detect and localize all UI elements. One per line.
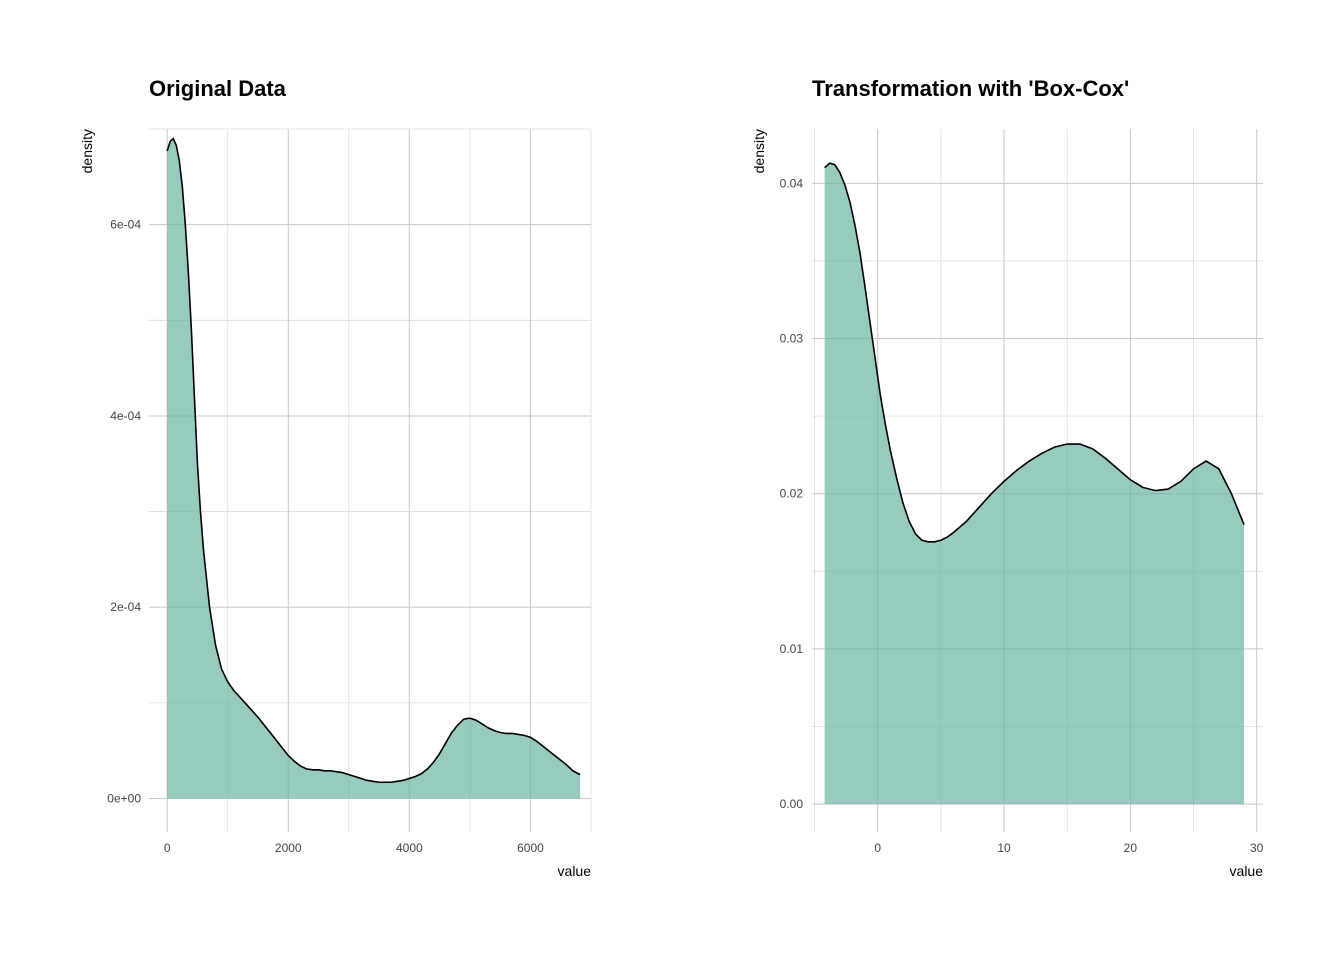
- y-tick-label: 0.03: [780, 332, 804, 346]
- chart-title: Transformation with 'Box-Cox': [812, 76, 1129, 101]
- x-axis-label: value: [558, 863, 592, 879]
- density-curve: [824, 162, 1245, 543]
- x-tick-label: 30: [1250, 841, 1264, 855]
- x-tick-label: 20: [1124, 841, 1138, 855]
- x-axis-label: value: [1230, 863, 1264, 879]
- chart-title: Original Data: [149, 76, 287, 101]
- density-area: [824, 163, 1245, 805]
- y-tick-label: 0.01: [780, 642, 804, 656]
- y-axis-label: density: [751, 129, 767, 173]
- density-area: [167, 138, 581, 799]
- x-tick-label: 6000: [517, 841, 544, 855]
- y-tick-label: 4e-04: [110, 409, 141, 423]
- y-tick-label: 0e+00: [107, 792, 141, 806]
- y-tick-label: 2e-04: [110, 600, 141, 614]
- chart-panel-2: 0.00 0.01 0.02 0.03 0.04 0 10 20 30 value density T…: [751, 76, 1264, 879]
- x-tick-label: 10: [997, 841, 1011, 855]
- x-tick-label: 2000: [275, 841, 302, 855]
- chart-panel-1: 0e+00 2e-04 4e-04 6e-04 0 2000 4000 6000 value de…: [79, 76, 592, 879]
- density-curve: [166, 137, 581, 784]
- y-axis-label: density: [79, 129, 95, 173]
- y-tick-label: 0.02: [780, 487, 804, 501]
- x-tick-label: 0: [874, 841, 881, 855]
- x-tick-label: 0: [164, 841, 171, 855]
- y-tick-label: 0.04: [780, 176, 804, 190]
- y-tick-label: 0.00: [780, 797, 804, 811]
- y-tick-label: 6e-04: [110, 218, 141, 232]
- x-tick-label: 4000: [396, 841, 423, 855]
